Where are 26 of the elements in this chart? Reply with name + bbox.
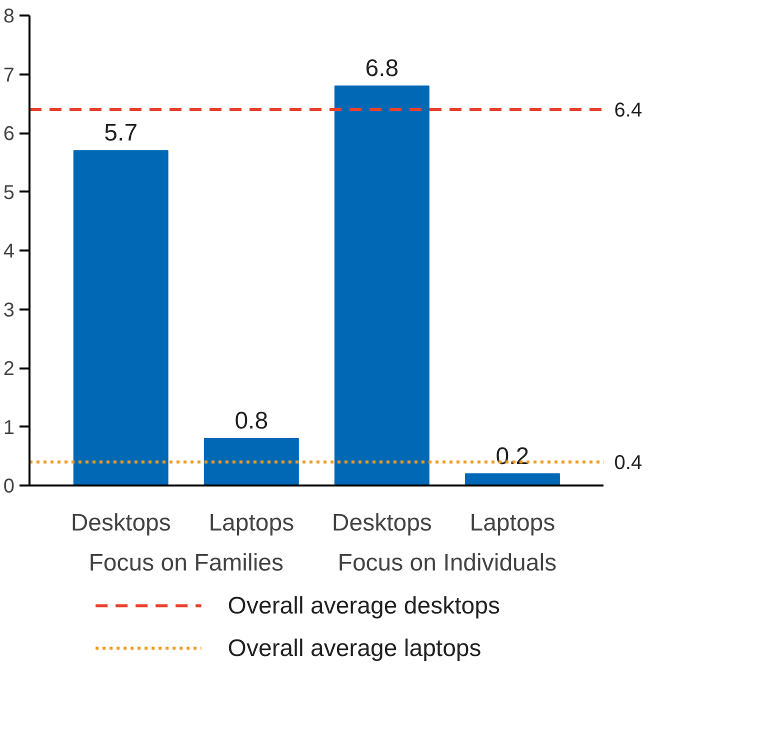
data-label: 0.8 [234, 408, 268, 434]
y-tick-label: 3 [3, 299, 14, 322]
y-tick-label: 6 [3, 123, 14, 145]
x-tick-label: Laptops [470, 510, 556, 536]
x-tick-label: Laptops [208, 510, 294, 536]
bar [204, 438, 299, 486]
y-tick-label: 1 [3, 416, 14, 439]
x-tick-label: Desktops [332, 510, 432, 536]
bar [464, 473, 560, 486]
y-tick-label: 7 [3, 64, 14, 86]
text: 0.4 [614, 452, 642, 474]
text: 6.4 [614, 100, 642, 122]
legend-label: Overall average laptops [228, 634, 482, 662]
text: Focus on Families [88, 550, 284, 576]
data-label: 6.8 [365, 55, 399, 82]
bar [334, 86, 430, 486]
y-tick-label: 0 [3, 476, 14, 498]
x-tick-label: Desktops [70, 510, 171, 536]
y-tick-label: 8 [3, 6, 14, 28]
y-tick-label: 5 [3, 182, 14, 204]
y-tick-label: 2 [3, 358, 14, 380]
legend-label: Overall average desktops [228, 592, 500, 620]
text: Focus on Individuals [338, 550, 557, 576]
y-tick-label: 4 [3, 240, 14, 262]
bar [73, 150, 168, 486]
data-label: 5.7 [104, 120, 138, 147]
